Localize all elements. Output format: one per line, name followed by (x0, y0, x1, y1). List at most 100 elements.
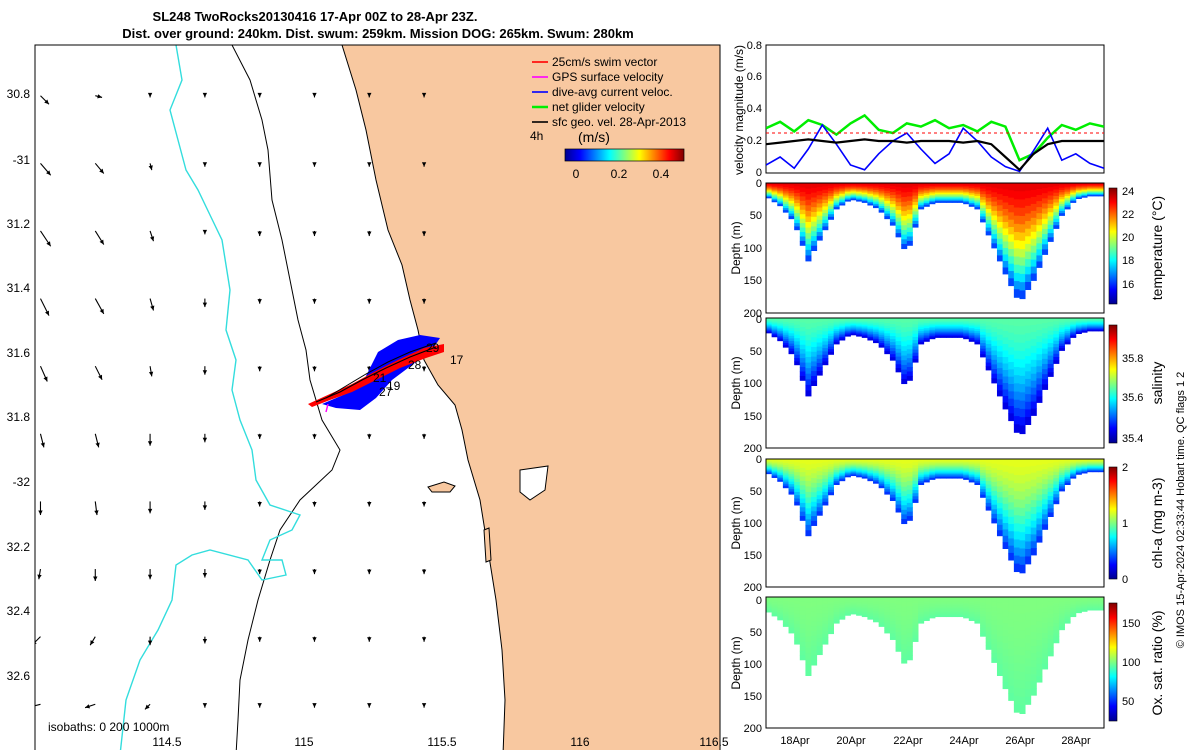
section-cell (1002, 324, 1009, 332)
section-cell (1013, 555, 1020, 564)
section-cell (867, 327, 874, 330)
section-cell (929, 329, 936, 332)
section-cell (957, 326, 964, 329)
section-cell (901, 482, 908, 488)
section-cell (946, 472, 953, 475)
section-cell (895, 489, 902, 494)
section-cell (884, 602, 891, 606)
section-cell (777, 321, 784, 324)
section-cell (873, 186, 880, 189)
section-cell (1081, 325, 1088, 327)
section-cell (991, 481, 998, 487)
section-cell (839, 597, 846, 599)
section-cell (1081, 607, 1088, 609)
section-cell (873, 609, 880, 612)
geo-vector-head (257, 434, 262, 439)
section-cell (788, 203, 795, 207)
section-cell (1036, 318, 1043, 325)
section-cell (822, 226, 829, 231)
section-cell (1002, 629, 1009, 637)
section-cell (957, 194, 964, 196)
section-cell (839, 190, 846, 193)
section-cell (940, 198, 947, 201)
section-cell (766, 195, 773, 198)
section-cell (1053, 331, 1060, 335)
section-cell (1008, 611, 1015, 620)
section-cell (1070, 613, 1077, 616)
time-x-tick: 22Apr (893, 735, 923, 747)
section-cell (816, 219, 823, 225)
section-cell (901, 514, 908, 520)
section-cell (1081, 606, 1088, 608)
section-cell (1098, 470, 1105, 473)
section-cell (1070, 334, 1077, 337)
section-cell (794, 183, 801, 187)
section-cell (1081, 324, 1088, 326)
section-cell (929, 184, 936, 187)
section-cell (912, 327, 919, 332)
section-cell (884, 203, 891, 207)
section-cell (940, 606, 947, 609)
section-cell (867, 190, 874, 193)
section-cell (895, 508, 902, 513)
section-cell (935, 196, 942, 199)
section-cell (996, 625, 1003, 632)
section-cell (906, 489, 913, 495)
section-cell (889, 342, 896, 346)
section-cell (912, 483, 919, 488)
section-cell (1087, 602, 1094, 604)
section-cell (889, 201, 896, 205)
section-cell (766, 610, 773, 613)
section-cell (766, 463, 773, 465)
section-cell (856, 459, 863, 461)
section-cell (991, 238, 998, 244)
section-cell (867, 479, 874, 482)
section-cell (1042, 338, 1049, 344)
section-cell (844, 186, 851, 189)
section-cell (1019, 326, 1026, 335)
section-cell (867, 330, 874, 333)
section-cell (901, 346, 908, 352)
section-cell (1087, 194, 1094, 196)
section-cell (1025, 183, 1032, 192)
section-cell (918, 205, 925, 208)
section-cell (873, 476, 880, 479)
section-cell (861, 329, 868, 331)
section-cell (1064, 613, 1071, 617)
section-cell (867, 459, 874, 461)
section-cell (889, 497, 896, 501)
section-cell (991, 639, 998, 645)
section-cell (856, 610, 863, 612)
section-cell (782, 336, 789, 340)
section-cell (968, 336, 975, 339)
section-cell (777, 476, 784, 479)
map-x-tick: 116 (570, 735, 589, 749)
section-cell (923, 194, 930, 197)
section-cell (1075, 195, 1082, 197)
section-cell (1058, 608, 1065, 612)
section-cell (839, 200, 846, 203)
section-cell (782, 320, 789, 323)
section-cell (935, 334, 942, 337)
section-cell (940, 465, 947, 468)
section-cell (1030, 465, 1037, 474)
section-cell (844, 189, 851, 192)
section-cell (1008, 219, 1015, 228)
section-cell (940, 336, 947, 338)
section-cell (918, 318, 925, 321)
section-cell (833, 597, 840, 600)
section-cell (1053, 334, 1060, 338)
section-cell (777, 468, 784, 471)
section-cell (861, 460, 868, 463)
section-cell (1019, 663, 1026, 673)
section-cell (1013, 416, 1020, 425)
section-cell (1047, 500, 1054, 505)
section-cell (895, 470, 902, 475)
section-cell (1002, 642, 1009, 650)
section-cell (833, 471, 840, 475)
section-cell (980, 494, 987, 498)
section-cell (918, 479, 925, 482)
section-cell (929, 605, 936, 608)
section-cell (1058, 322, 1065, 326)
section-cell (895, 643, 902, 648)
